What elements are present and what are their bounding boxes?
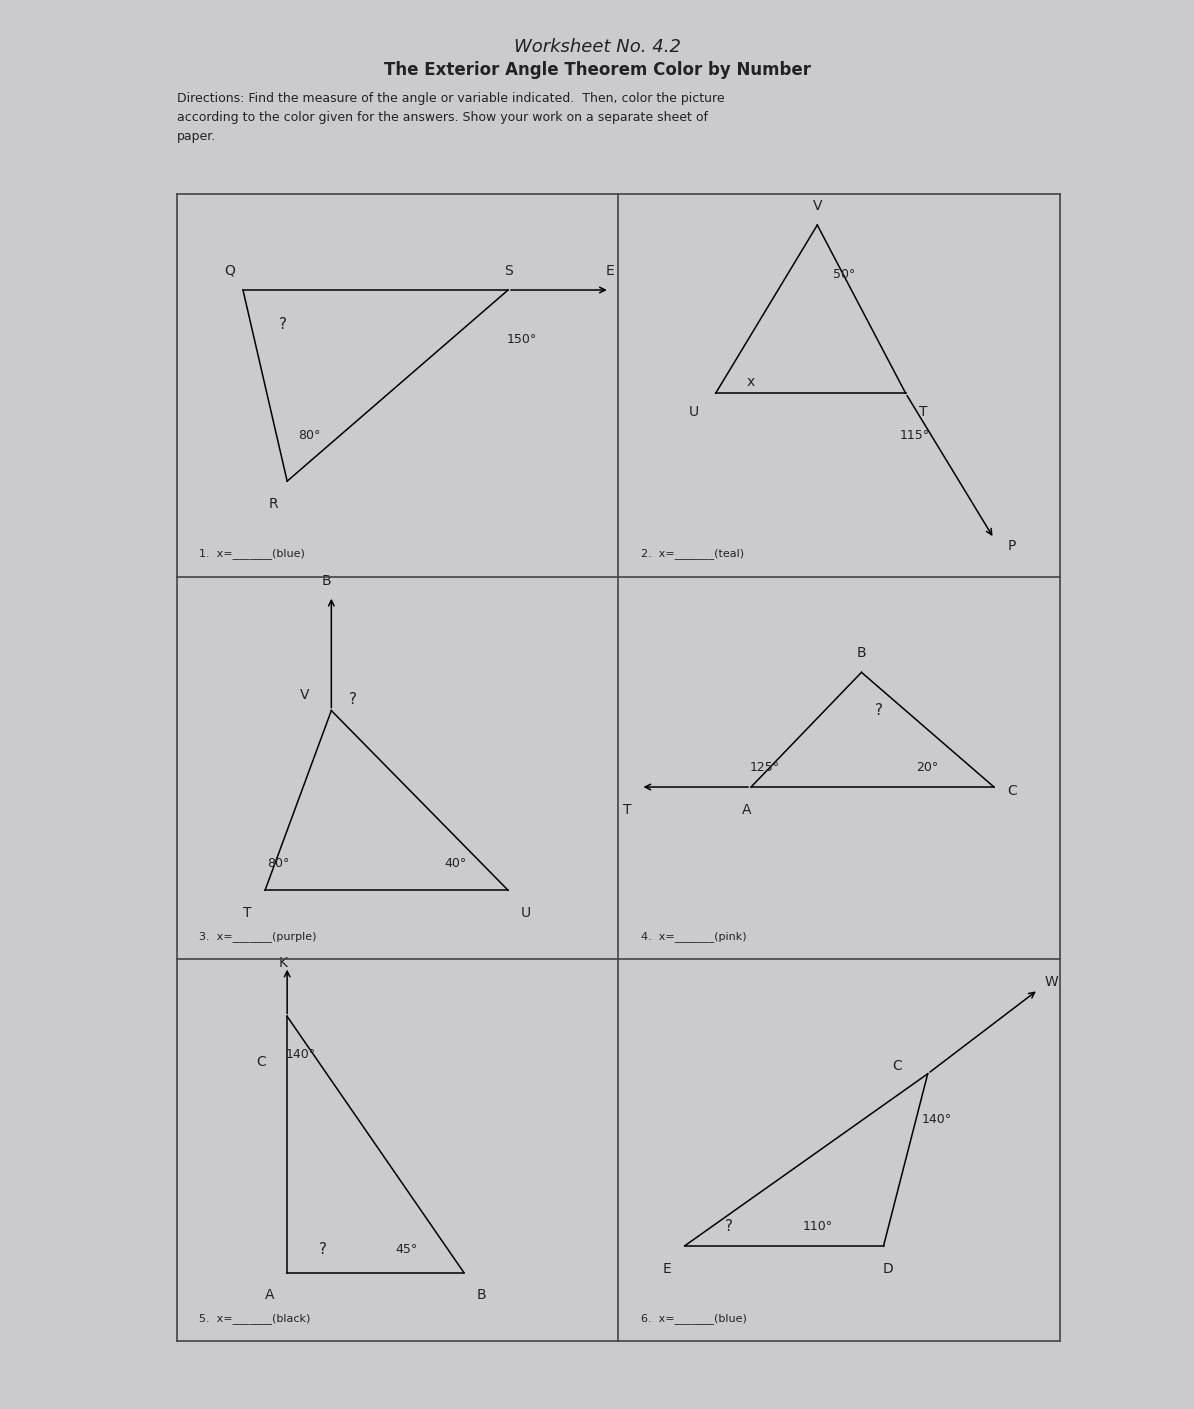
Text: B: B — [476, 1288, 486, 1302]
Text: T: T — [919, 406, 928, 420]
Text: ?: ? — [278, 317, 287, 333]
Text: 125°: 125° — [749, 761, 780, 775]
Text: 150°: 150° — [506, 333, 536, 347]
Text: 50°: 50° — [832, 268, 855, 282]
Text: Worksheet No. 4.2: Worksheet No. 4.2 — [513, 38, 681, 56]
Text: A: A — [741, 803, 751, 817]
Text: U: U — [521, 906, 531, 920]
Text: C: C — [892, 1060, 901, 1074]
Text: 40°: 40° — [444, 857, 466, 869]
Text: 80°: 80° — [267, 857, 289, 869]
Text: V: V — [300, 688, 309, 702]
Text: 110°: 110° — [802, 1220, 832, 1233]
Text: B: B — [856, 647, 867, 661]
Text: C: C — [1007, 783, 1016, 797]
Text: E: E — [605, 263, 614, 278]
Text: 45°: 45° — [395, 1243, 418, 1255]
Text: R: R — [269, 497, 278, 511]
Text: C: C — [256, 1055, 265, 1069]
Text: 1.  x=_______(blue): 1. x=_______(blue) — [198, 548, 304, 559]
Text: 3.  x=_______(purple): 3. x=_______(purple) — [198, 931, 316, 941]
Text: U: U — [689, 406, 698, 420]
Text: The Exterior Angle Theorem Color by Number: The Exterior Angle Theorem Color by Numb… — [383, 61, 811, 79]
Text: D: D — [882, 1261, 893, 1275]
Text: 5.  x=_______(black): 5. x=_______(black) — [198, 1313, 310, 1324]
Text: ?: ? — [875, 703, 884, 719]
Text: ?: ? — [319, 1243, 326, 1257]
Text: K: K — [278, 955, 288, 969]
Text: 6.  x=_______(blue): 6. x=_______(blue) — [640, 1313, 746, 1324]
Text: 140°: 140° — [922, 1113, 952, 1126]
Text: 4.  x=_______(pink): 4. x=_______(pink) — [640, 931, 746, 941]
Text: ?: ? — [725, 1219, 733, 1234]
Text: V: V — [813, 199, 821, 213]
Text: ?: ? — [350, 692, 357, 706]
Text: T: T — [244, 906, 252, 920]
Text: 140°: 140° — [285, 1048, 315, 1061]
Text: B: B — [322, 573, 332, 588]
Text: 115°: 115° — [899, 428, 930, 442]
Text: T: T — [623, 803, 632, 817]
Text: Q: Q — [224, 263, 235, 278]
Text: 20°: 20° — [917, 761, 938, 775]
Text: x: x — [747, 375, 755, 389]
Text: P: P — [1008, 540, 1016, 554]
Text: A: A — [265, 1288, 275, 1302]
Text: 80°: 80° — [298, 428, 320, 442]
Text: E: E — [663, 1261, 671, 1275]
Text: S: S — [504, 263, 512, 278]
Text: W: W — [1045, 975, 1058, 989]
Text: 2.  x=_______(teal): 2. x=_______(teal) — [640, 548, 744, 559]
Text: Directions: Find the measure of the angle or variable indicated.  Then, color th: Directions: Find the measure of the angl… — [177, 92, 725, 142]
